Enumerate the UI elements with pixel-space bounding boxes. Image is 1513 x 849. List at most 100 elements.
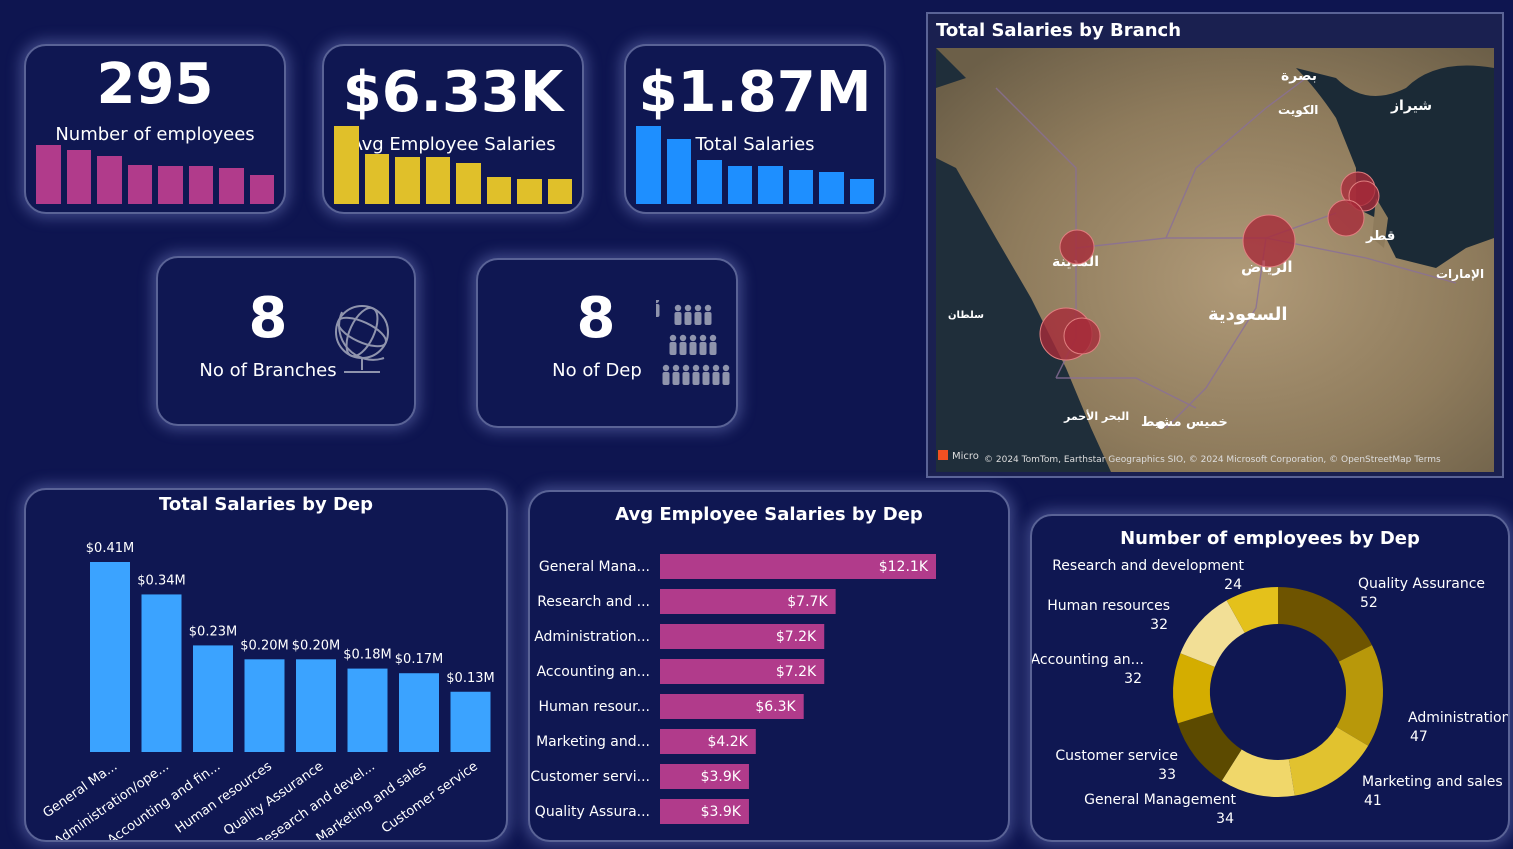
branch-bubble-east-3[interactable] <box>1327 199 1365 237</box>
map-location-dot <box>1157 421 1165 429</box>
total-bar[interactable] <box>193 645 233 752</box>
map-logo-text: Micro <box>952 451 979 462</box>
donut-slice[interactable] <box>1173 653 1215 724</box>
avg-bar-value-label: $7.2K <box>776 664 817 680</box>
total-bar-value-label: $0.17M <box>395 652 443 667</box>
total-bar[interactable] <box>347 668 388 752</box>
avg-by-dep-title: Avg Employee Salaries by Dep <box>615 504 923 525</box>
avg-bar-category-label: Human resour... <box>538 699 650 715</box>
departments-label: No of Dep <box>552 360 642 381</box>
map-label-saudi: السعودية <box>1208 304 1288 325</box>
avg-bar-category-label: General Mana... <box>539 559 650 575</box>
avg-by-dep-card[interactable]: Avg Employee Salaries by Dep General Man… <box>528 490 1010 842</box>
total-bar-value-label: $0.20M <box>240 638 288 653</box>
avg-bar-category-label: Administration... <box>534 629 650 645</box>
donut-slice[interactable] <box>1221 749 1295 797</box>
avg-bar[interactable] <box>660 624 825 649</box>
kpi-employees-label: Number of employees <box>55 124 255 145</box>
map-svg[interactable]: بصرة الكويت شيراز قطر الإمارات المدينة ا… <box>936 48 1494 472</box>
donut-slice-value-label: 24 <box>1224 577 1242 593</box>
employees-spark-bar <box>97 156 122 204</box>
avg-salary-spark-bar <box>486 176 511 204</box>
donut-slice-value-label: 33 <box>1158 767 1176 783</box>
map-attribution-text: © 2024 TomTom, Earthstar Geographics SIO… <box>984 455 1441 465</box>
map-label-sultan: سلطان <box>948 310 984 321</box>
kpi-avg-salary-value: $6.33K <box>342 60 564 125</box>
branch-bubble-riyadh[interactable] <box>1242 214 1296 268</box>
kpi-employees-value: 295 <box>96 52 214 117</box>
donut-slice-category-label: Customer service <box>1055 748 1178 764</box>
departments-card[interactable]: 8 No of Dep <box>476 258 738 428</box>
globe-icon <box>335 305 389 373</box>
donut-slice-category-label: Marketing and sales <box>1362 774 1503 790</box>
total-bar[interactable] <box>399 673 439 752</box>
kpi-avg-salary-label: Avg Employee Salaries <box>350 134 556 155</box>
avg-bar-value-label: $12.1K <box>879 559 929 575</box>
avg-bar-category-label: Marketing and... <box>536 734 650 750</box>
avg-salary-spark-bar <box>425 157 450 204</box>
donut-slice[interactable] <box>1336 645 1383 746</box>
map-card[interactable]: Total Salaries by Branch <box>926 12 1504 478</box>
total-bar-category-label: Customer service <box>379 759 481 837</box>
total-bar-value-label: $0.34M <box>137 573 185 588</box>
donut-slice-value-label: 34 <box>1216 811 1234 827</box>
branch-bubble-makkah[interactable] <box>1063 317 1101 355</box>
total-bar-value-label: $0.23M <box>189 624 237 639</box>
avg-bar[interactable] <box>660 659 825 684</box>
avg-bar[interactable] <box>660 729 756 754</box>
people-group-icon <box>656 300 730 385</box>
total-bar[interactable] <box>141 594 182 752</box>
avg-bar[interactable] <box>660 764 749 789</box>
avg-bar[interactable] <box>660 589 836 614</box>
total-bar-value-label: $0.18M <box>343 648 391 663</box>
total-by-dep-card[interactable]: Total Salaries by Dep $0.41M General Ma..… <box>24 488 508 842</box>
emp-by-dep-card[interactable]: Number of employees by Dep Quality Assur… <box>1030 514 1510 842</box>
donut-slice[interactable] <box>1180 600 1245 667</box>
kpi-avg-salary-card[interactable]: $6.33K Avg Employee Salaries <box>322 44 584 214</box>
avg-salary-spark-bar <box>334 126 359 204</box>
donut-slice-category-label: Administration... <box>1408 710 1508 726</box>
map-title: Total Salaries by Branch <box>936 20 1182 41</box>
donut-slice[interactable] <box>1226 587 1278 633</box>
total-bar-value-label: $0.20M <box>292 638 340 653</box>
total-bar[interactable] <box>450 691 491 752</box>
donut-slice-value-label: 52 <box>1360 595 1378 611</box>
total-salary-spark-bar <box>666 139 691 204</box>
red-sea <box>936 158 1111 472</box>
branches-card[interactable]: 8 No of Branches <box>156 256 416 426</box>
donut-slice[interactable] <box>1177 712 1242 781</box>
avg-bar[interactable] <box>660 554 936 579</box>
kpi-total-salary-card[interactable]: $1.87M Total Salaries <box>624 44 886 214</box>
total-bar[interactable] <box>90 562 130 752</box>
persian-gulf <box>1296 65 1494 268</box>
avg-bar-value-label: $4.2K <box>707 734 748 750</box>
avg-by-dep-chart[interactable]: General Mana... $12.1K Research and ... $7.… <box>530 540 1008 840</box>
avg-bar-value-label: $3.9K <box>701 769 742 785</box>
donut-slice-value-label: 32 <box>1150 617 1168 633</box>
total-salary-spark-bar <box>758 165 783 204</box>
total-bar[interactable] <box>244 659 285 752</box>
total-by-dep-title: Total Salaries by Dep <box>158 494 374 515</box>
avg-bar[interactable] <box>660 694 804 719</box>
kpi-employees-sparkbars <box>36 134 274 204</box>
kpi-total-salary-sparkbars <box>636 126 874 204</box>
map-attribution: Micro © 2024 TomTom, Earthstar Geographi… <box>938 450 1441 465</box>
total-bar[interactable] <box>296 659 336 752</box>
donut-slice[interactable] <box>1278 587 1372 662</box>
branch-bubble-madinah[interactable] <box>1059 229 1095 265</box>
total-salary-spark-bar <box>819 172 844 204</box>
donut-slice-value-label: 47 <box>1410 729 1428 745</box>
donut-slice-category-label: General Management <box>1084 792 1236 808</box>
total-salary-spark-bar <box>727 165 752 204</box>
avg-bar-category-label: Research and ... <box>537 594 650 610</box>
kpi-employees-card[interactable]: 295 Number of employees <box>24 44 286 214</box>
total-bar-value-label: $0.13M <box>446 671 494 686</box>
emp-by-dep-chart[interactable]: Quality Assurance 52 Administration... 47 Ma… <box>1032 552 1508 842</box>
avg-bar[interactable] <box>660 799 749 824</box>
map-area[interactable]: بصرة الكويت شيراز قطر الإمارات المدينة ا… <box>936 48 1494 472</box>
avg-salary-spark-bar <box>364 154 389 204</box>
donut-slice-category-label: Quality Assurance <box>1358 576 1485 592</box>
donut-slice[interactable] <box>1288 726 1369 796</box>
avg-salary-spark-bar <box>517 179 542 204</box>
